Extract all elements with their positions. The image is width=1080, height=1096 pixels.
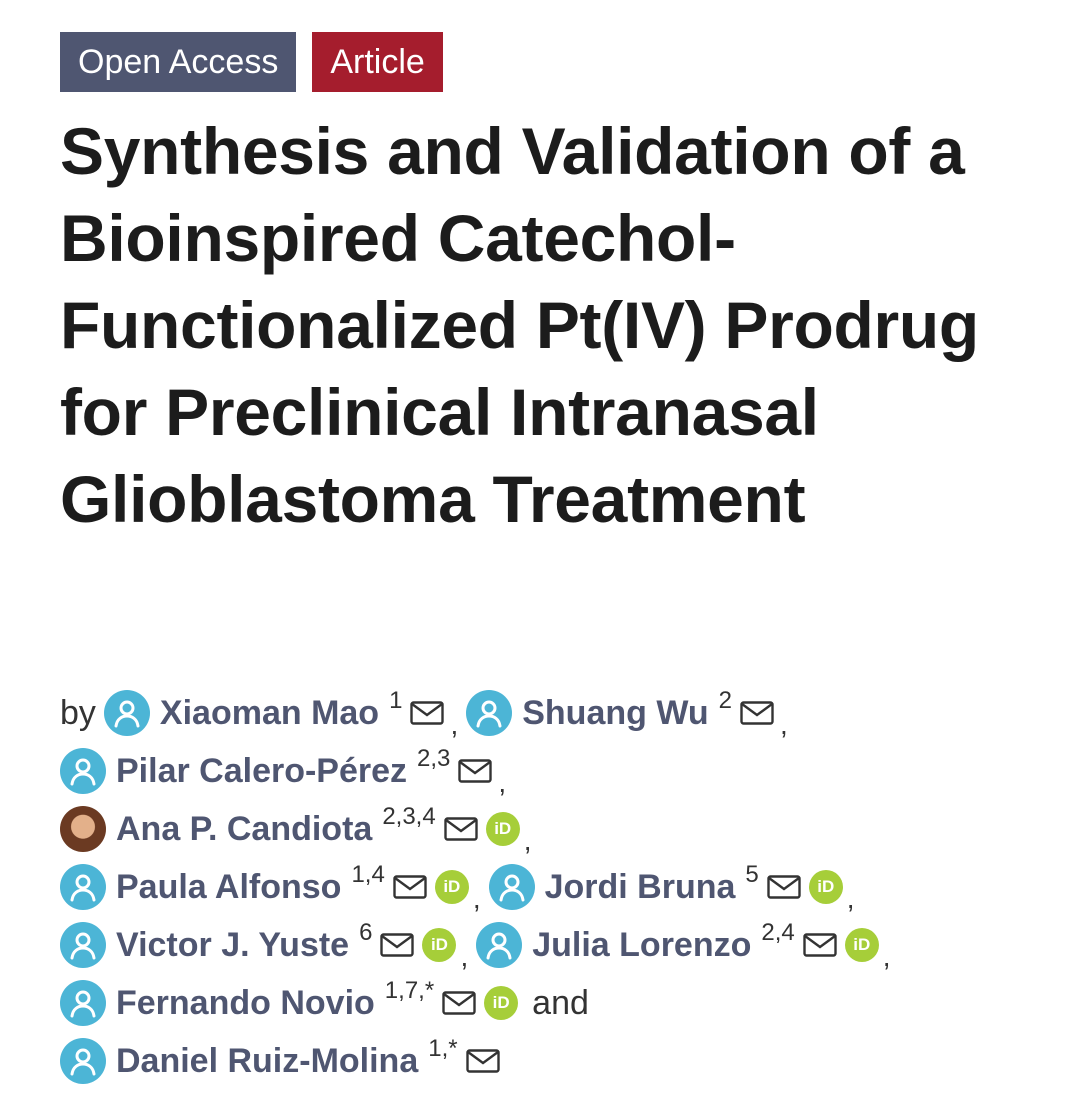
- author-name[interactable]: Jordi Bruna: [544, 868, 736, 906]
- author-line: Pilar Calero-Pérez 2,3,: [60, 742, 1060, 800]
- article-title: Synthesis and Validation of a Bioinspire…: [60, 114, 979, 536]
- envelope-icon[interactable]: [410, 701, 445, 725]
- affiliation-marker: 1: [389, 687, 403, 714]
- author-entry: Xiaoman Mao 1,: [103, 684, 466, 742]
- author-name[interactable]: Ana P. Candiota: [116, 810, 373, 848]
- author-name[interactable]: Victor J. Yuste: [116, 926, 350, 964]
- author-name[interactable]: Paula Alfonso: [116, 868, 342, 906]
- orcid-icon[interactable]: iD: [844, 928, 879, 962]
- author-entry: Ana P. Candiota 2,3,4 iD,: [60, 800, 539, 858]
- envelope-icon[interactable]: [380, 933, 415, 957]
- user-circle-icon[interactable]: [60, 980, 106, 1026]
- separator-comma: ,: [779, 709, 788, 740]
- affiliation-marker: 2,3: [417, 745, 451, 772]
- author-entry: Shuang Wu 2,: [466, 684, 796, 742]
- affiliation-marker: 2: [718, 687, 732, 714]
- user-circle-icon[interactable]: [60, 922, 106, 968]
- and-label: and: [532, 984, 589, 1022]
- separator-comma: ,: [460, 941, 469, 972]
- by-label: by: [60, 694, 96, 732]
- user-circle-icon[interactable]: [466, 690, 513, 736]
- orcid-icon[interactable]: iD: [484, 986, 519, 1020]
- envelope-icon[interactable]: [465, 1049, 500, 1073]
- separator-comma: ,: [882, 941, 891, 972]
- badge-row: Open Access Article: [60, 32, 443, 92]
- author-name[interactable]: Julia Lorenzo: [532, 926, 752, 964]
- separator-comma: ,: [450, 709, 459, 740]
- author-line: Ana P. Candiota 2,3,4 iD,: [60, 800, 1060, 858]
- user-circle-icon[interactable]: [488, 864, 535, 910]
- affiliation-marker: 6: [359, 919, 373, 946]
- affiliation-marker: 1,4: [351, 861, 385, 888]
- user-circle-icon[interactable]: [103, 690, 150, 736]
- affiliation-marker: 1,7,*: [384, 977, 435, 1004]
- author-name[interactable]: Fernando Novio: [116, 984, 375, 1022]
- author-name[interactable]: Daniel Ruiz-Molina: [116, 1042, 419, 1080]
- affiliation-marker: 2,3,4: [382, 803, 436, 830]
- author-entry: Fernando Novio 1,7,* iD and: [60, 974, 589, 1032]
- separator-comma: ,: [523, 825, 532, 856]
- author-list: by Xiaoman Mao 1, Shuang Wu 2, Pilar Calero-P…: [60, 684, 1060, 1090]
- author-name[interactable]: Pilar Calero-Pérez: [116, 752, 408, 790]
- author-entry: Victor J. Yuste 6 iD,: [60, 916, 476, 974]
- author-photo[interactable]: [60, 806, 106, 852]
- orcid-icon[interactable]: iD: [485, 812, 520, 846]
- author-line: Fernando Novio 1,7,* iD and: [60, 974, 1060, 1032]
- envelope-icon[interactable]: [458, 759, 493, 783]
- separator-comma: ,: [846, 883, 855, 914]
- envelope-icon[interactable]: [442, 991, 476, 1015]
- envelope-icon[interactable]: [444, 817, 478, 841]
- separator-comma: ,: [498, 767, 507, 798]
- envelope-icon[interactable]: [767, 875, 801, 899]
- envelope-icon[interactable]: [740, 701, 774, 725]
- orcid-icon[interactable]: iD: [808, 870, 843, 904]
- author-line: by Xiaoman Mao 1, Shuang Wu 2,: [60, 684, 1060, 742]
- author-line: Paula Alfonso 1,4 iD, Jordi Bruna 5 iD,: [60, 858, 1060, 916]
- author-entry: Pilar Calero-Pérez 2,3,: [60, 742, 514, 800]
- affiliation-marker: 2,4: [761, 919, 795, 946]
- orcid-icon[interactable]: iD: [422, 928, 457, 962]
- affiliation-marker: 5: [745, 861, 759, 888]
- envelope-icon[interactable]: [803, 933, 837, 957]
- open-access-badge[interactable]: Open Access: [60, 32, 297, 92]
- author-entry: Jordi Bruna 5 iD,: [488, 858, 863, 916]
- author-name[interactable]: Shuang Wu: [522, 694, 709, 732]
- author-entry: Julia Lorenzo 2,4 iD,: [476, 916, 898, 974]
- author-name[interactable]: Xiaoman Mao: [159, 694, 380, 732]
- affiliation-marker: 1,*: [428, 1035, 458, 1062]
- author-entry: Paula Alfonso 1,4 iD,: [60, 858, 489, 916]
- envelope-icon[interactable]: [393, 875, 427, 899]
- user-circle-icon[interactable]: [60, 748, 106, 794]
- user-circle-icon[interactable]: [476, 922, 523, 968]
- separator-comma: ,: [472, 883, 481, 914]
- author-line: Victor J. Yuste 6 iD, Julia Lorenzo 2,4 iD,: [60, 916, 1060, 974]
- user-circle-icon[interactable]: [60, 864, 106, 910]
- author-entry: Daniel Ruiz-Molina 1,*: [60, 1032, 506, 1090]
- user-circle-icon[interactable]: [60, 1038, 106, 1084]
- author-line: Daniel Ruiz-Molina 1,*: [60, 1032, 1060, 1090]
- article-type-badge[interactable]: Article: [312, 32, 443, 92]
- orcid-icon[interactable]: iD: [434, 870, 469, 904]
